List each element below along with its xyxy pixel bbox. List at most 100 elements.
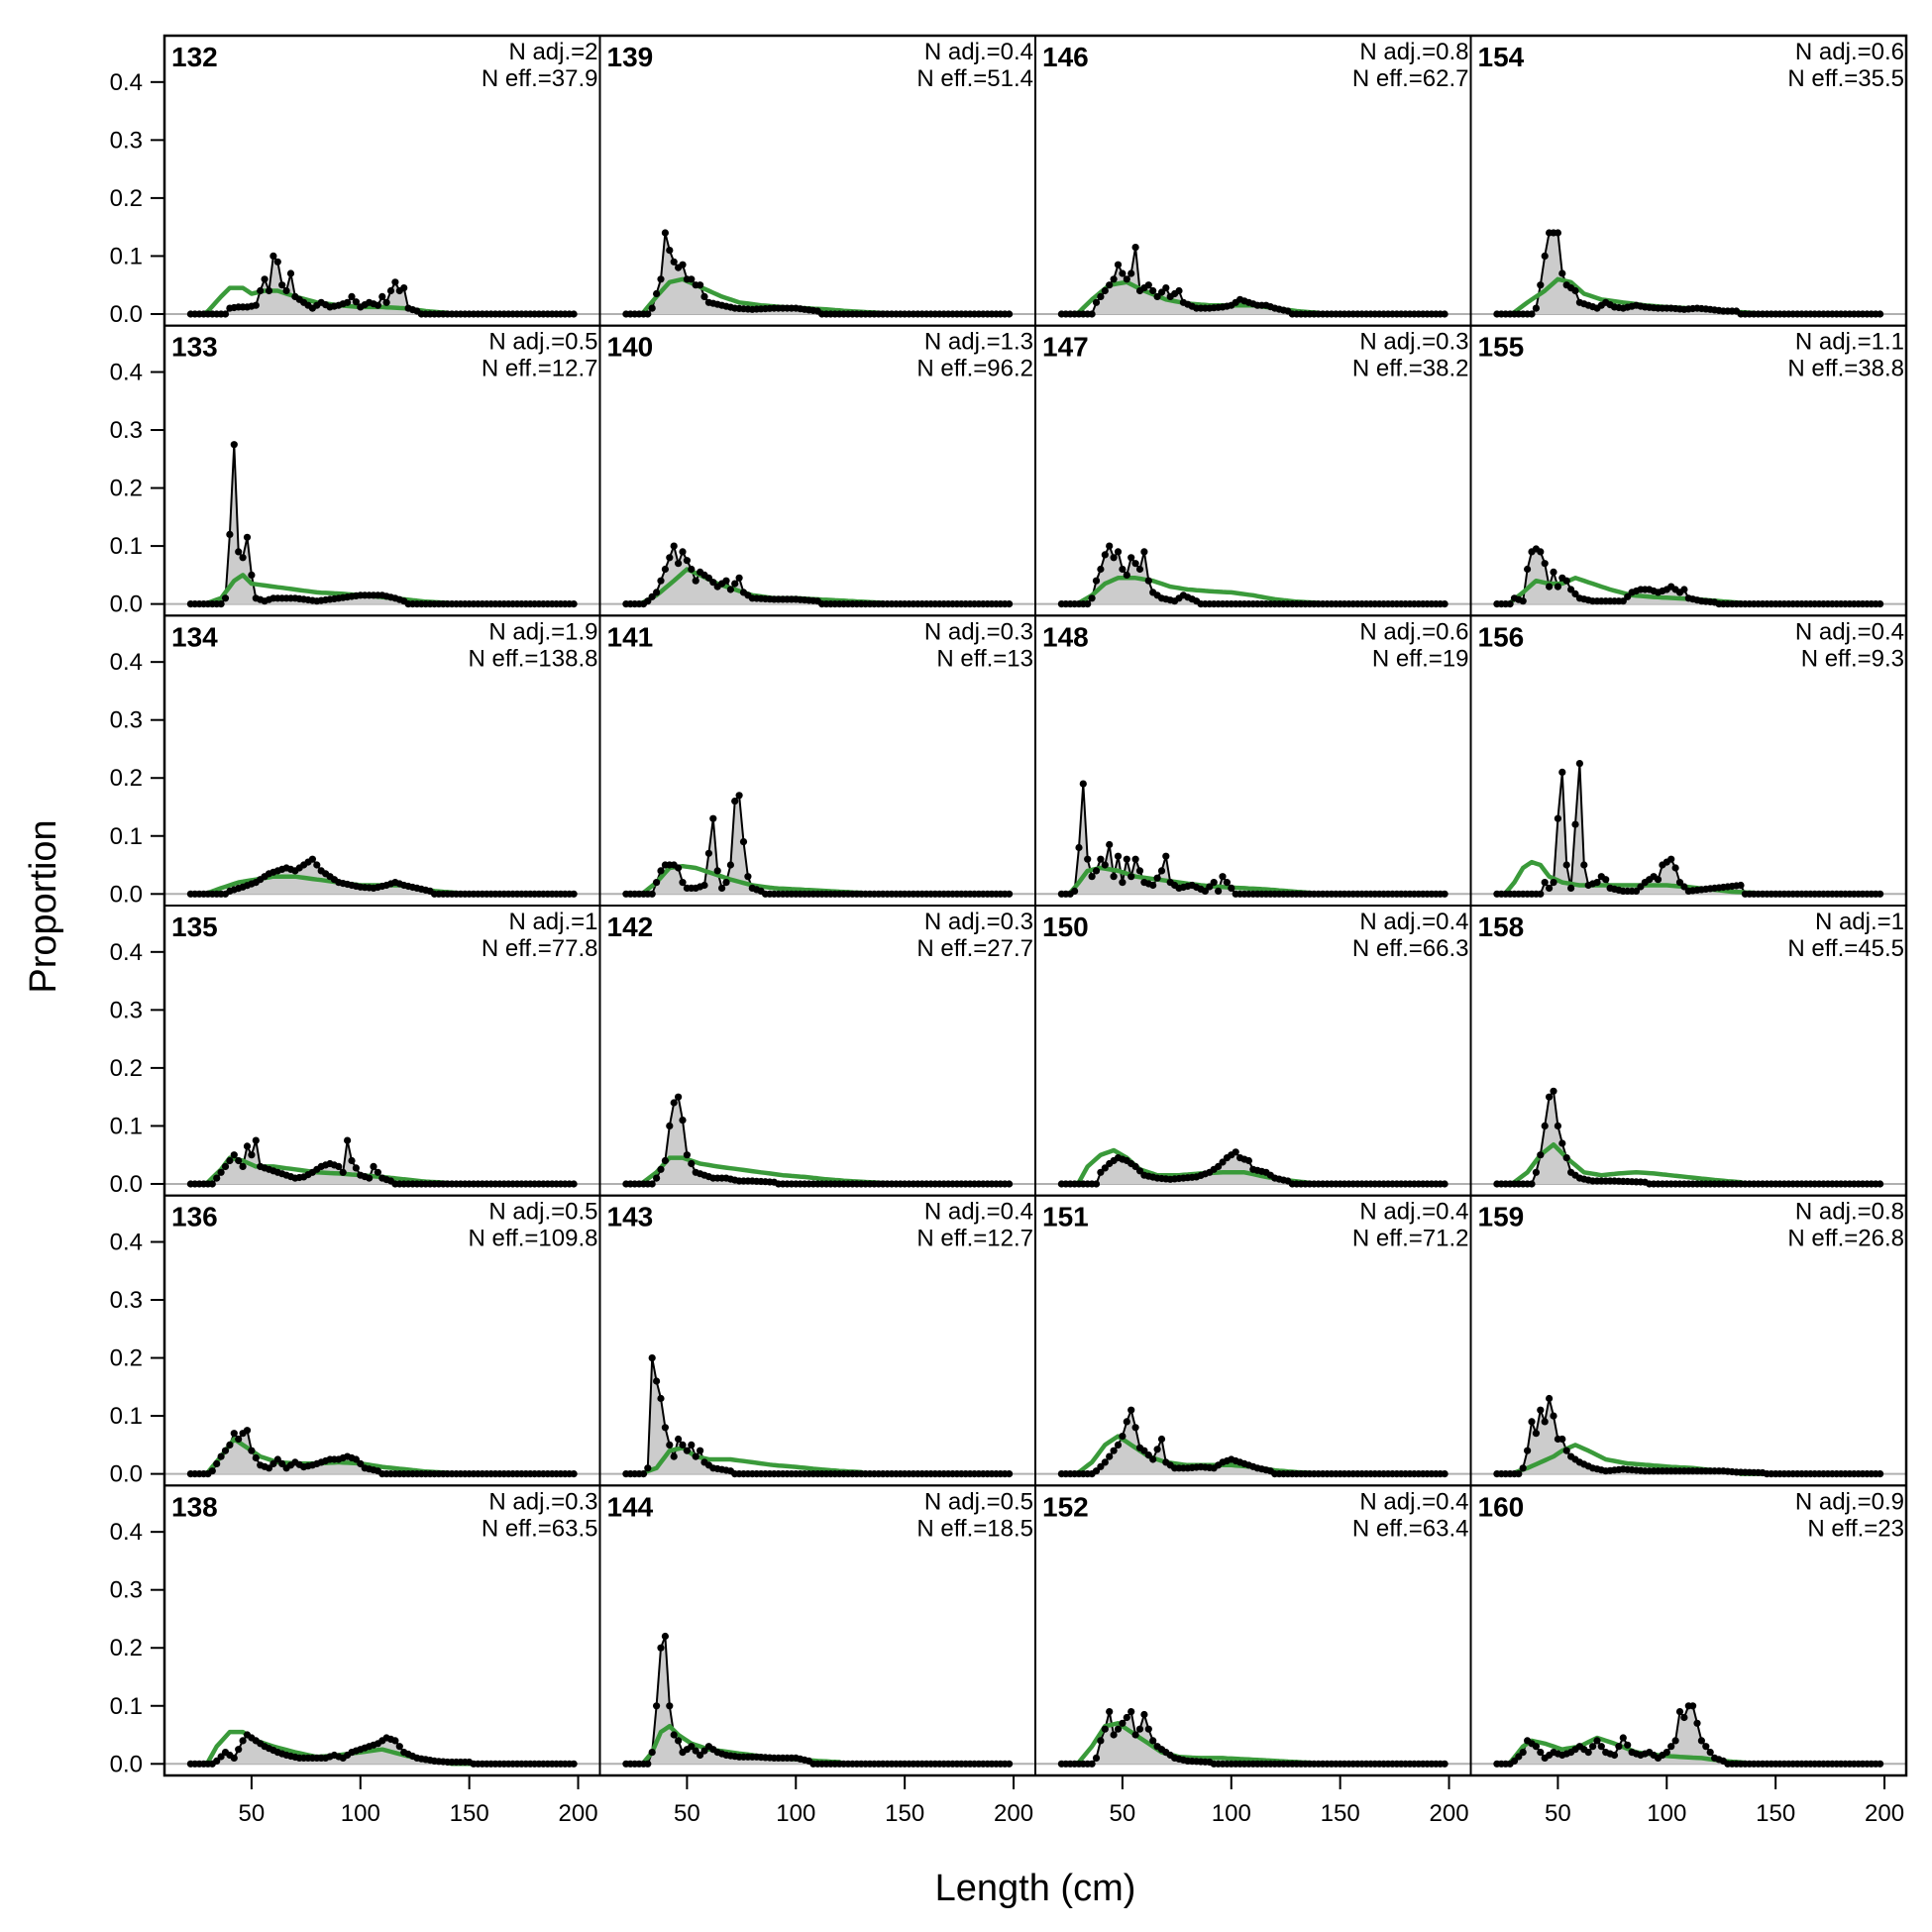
y-tick-label: 0.0 bbox=[110, 591, 143, 618]
n-adj-label: N adj.=0.3 bbox=[488, 1488, 597, 1515]
panel-label: 147 bbox=[1042, 332, 1089, 363]
observed-point bbox=[666, 554, 674, 562]
observed-point bbox=[1215, 887, 1223, 896]
observed-point bbox=[213, 1174, 221, 1182]
observed-point bbox=[1541, 252, 1549, 260]
observed-point bbox=[1546, 884, 1554, 893]
observed-point bbox=[1663, 1749, 1670, 1757]
observed-point bbox=[570, 1470, 578, 1478]
y-tick-label: 0.4 bbox=[110, 649, 143, 676]
n-adj-label: N adj.=0.9 bbox=[1795, 1488, 1904, 1515]
observed-point bbox=[1550, 1412, 1557, 1420]
panel-140: 140 N adj.=1.3N eff.=96.2 bbox=[598, 324, 1036, 617]
panel-142: 142 N adj.=0.3N eff.=27.7 bbox=[598, 905, 1036, 1197]
observed-point bbox=[1149, 1737, 1157, 1745]
observed-point bbox=[648, 1749, 656, 1757]
x-axis: 50 100 150 200 50 100 150 200 50 100 150 200 50 100 15… bbox=[239, 1775, 1904, 1827]
observed-point bbox=[1562, 1154, 1570, 1162]
x-tick-label: 200 bbox=[1430, 1800, 1469, 1827]
observed-point bbox=[239, 554, 247, 562]
observed-point bbox=[666, 1702, 674, 1710]
panel-144: 144 N adj.=0.5N eff.=18.5 bbox=[598, 1484, 1036, 1777]
y-tick-label: 0.3 bbox=[110, 1577, 143, 1604]
observed-point bbox=[1510, 1757, 1519, 1765]
observed-point bbox=[661, 1632, 670, 1641]
panel-143: 143 N adj.=0.4N eff.=12.7 bbox=[598, 1194, 1036, 1487]
observed-point bbox=[1567, 586, 1575, 593]
observed-point bbox=[1149, 286, 1157, 295]
observed-point bbox=[1071, 887, 1079, 896]
n-eff-label: N eff.=9.3 bbox=[1801, 645, 1904, 672]
observed-point bbox=[1671, 864, 1679, 872]
observed-area bbox=[625, 1357, 1010, 1474]
observed-point bbox=[230, 1430, 238, 1438]
y-tick-label: 0.3 bbox=[110, 997, 143, 1023]
observed-point bbox=[1123, 1418, 1130, 1426]
y-axis: 0.0 0.1 0.2 0.3 0.4 0.0 0.1 0.2 0.3 0.4 0.0 0.1 0.2 0… bbox=[110, 69, 164, 1777]
observed-point bbox=[670, 258, 678, 266]
observed-point bbox=[1131, 244, 1139, 252]
observed-area bbox=[1061, 1151, 1446, 1184]
observed-point bbox=[235, 1746, 243, 1754]
observed-point bbox=[1654, 876, 1663, 884]
observed-point bbox=[265, 1464, 273, 1472]
y-tick-label: 0.2 bbox=[110, 1345, 143, 1372]
panel-159: 159 N adj.=0.8N eff.=26.8 bbox=[1469, 1194, 1907, 1487]
observed-point bbox=[666, 1122, 674, 1129]
panel-label: 154 bbox=[1478, 42, 1525, 72]
observed-line bbox=[1496, 763, 1880, 896]
observed-point bbox=[1127, 1708, 1135, 1716]
observed-point bbox=[661, 229, 670, 237]
observed-point bbox=[1006, 600, 1014, 608]
observed-point bbox=[1541, 560, 1549, 568]
y-tick-label: 0.0 bbox=[110, 881, 143, 908]
observed-point bbox=[709, 579, 717, 587]
observed-point bbox=[344, 298, 352, 306]
observed-point bbox=[670, 1452, 678, 1460]
observed-point bbox=[1558, 1139, 1566, 1147]
observed-point bbox=[1106, 542, 1114, 550]
observed-point bbox=[1532, 304, 1540, 312]
observed-point bbox=[1615, 1743, 1623, 1751]
observed-point bbox=[670, 1731, 678, 1739]
x-axis-title: Length (cm) bbox=[935, 1868, 1136, 1909]
n-eff-label: N eff.=109.8 bbox=[469, 1226, 598, 1252]
observed-point bbox=[252, 1136, 260, 1144]
observed-point bbox=[1637, 883, 1645, 891]
observed-point bbox=[1119, 269, 1127, 277]
observed-point bbox=[648, 592, 656, 600]
observed-point bbox=[1206, 883, 1214, 891]
observed-point bbox=[1092, 577, 1101, 585]
observed-point bbox=[644, 1464, 652, 1472]
observed-point bbox=[339, 1168, 347, 1176]
observed-point bbox=[1441, 1180, 1449, 1188]
y-tick-label: 0.1 bbox=[110, 823, 143, 850]
observed-point bbox=[1562, 861, 1570, 869]
observed-point bbox=[1524, 565, 1532, 574]
observed-point bbox=[243, 1142, 252, 1150]
observed-point bbox=[1157, 867, 1166, 875]
observed-point bbox=[1632, 887, 1641, 896]
observed-point bbox=[1571, 590, 1579, 598]
panel-156: 156 N adj.=0.4N eff.=9.3 bbox=[1469, 614, 1907, 907]
y-tick-label: 0.2 bbox=[110, 1635, 143, 1662]
observed-point bbox=[1114, 1725, 1123, 1733]
observed-point bbox=[226, 530, 234, 539]
x-tick-label: 150 bbox=[1321, 1800, 1360, 1827]
n-adj-label: N adj.=2 bbox=[508, 39, 597, 65]
observed-point bbox=[1092, 1180, 1101, 1188]
n-adj-label: N adj.=1 bbox=[508, 909, 597, 935]
observed-point bbox=[1088, 873, 1096, 881]
panel-160: 160 N adj.=0.9N eff.=23 bbox=[1469, 1484, 1907, 1777]
observed-point bbox=[1092, 1467, 1101, 1475]
n-adj-label: N adj.=0.4 bbox=[924, 1199, 1033, 1226]
observed-point bbox=[1554, 229, 1561, 237]
observed-area bbox=[190, 1430, 575, 1474]
observed-point bbox=[1101, 1164, 1109, 1172]
observed-point bbox=[648, 1354, 656, 1362]
observed-point bbox=[657, 1644, 665, 1652]
observed-point bbox=[1877, 1180, 1884, 1188]
panel-label: 134 bbox=[171, 621, 218, 652]
x-tick-label: 100 bbox=[1212, 1800, 1251, 1827]
observed-point bbox=[1550, 568, 1557, 577]
